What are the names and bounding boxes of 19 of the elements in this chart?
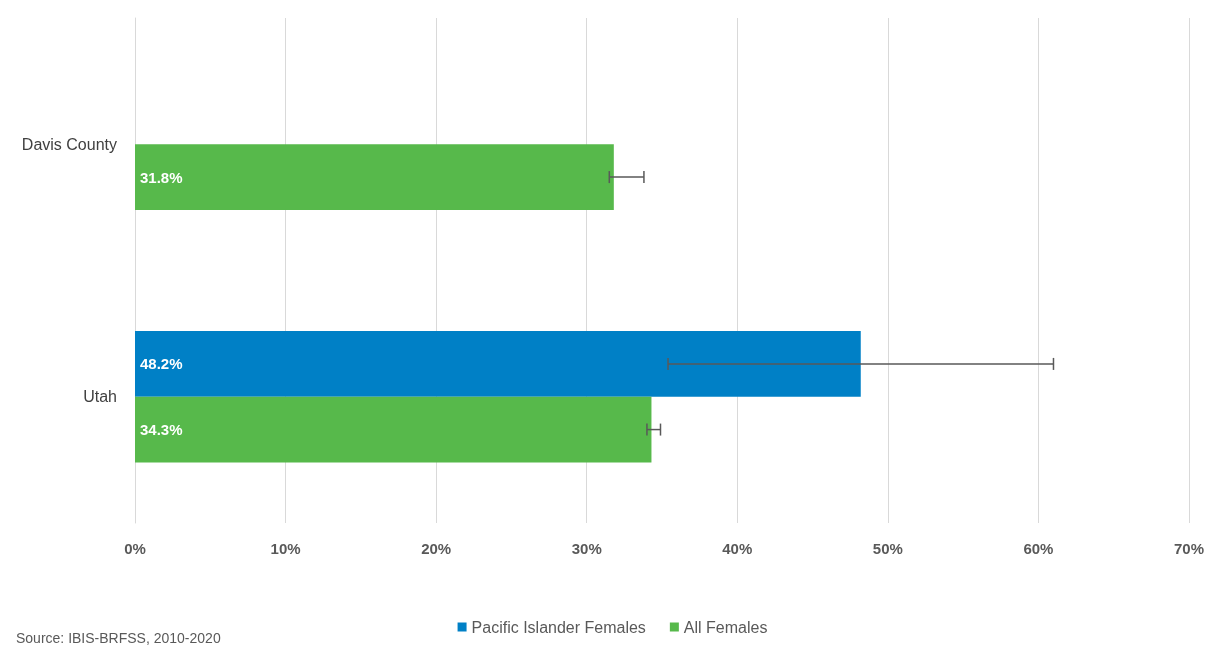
legend-label: Pacific Islander Females xyxy=(471,618,646,636)
source-note: Source: IBIS-BRFSS, 2010-2020 xyxy=(16,630,221,646)
x-tick-label: 40% xyxy=(722,540,753,557)
x-tick-label: 30% xyxy=(571,540,602,557)
y-tick-label: Utah xyxy=(83,388,117,406)
bar xyxy=(135,144,614,210)
x-tick-label: 0% xyxy=(124,540,146,557)
data-label: 34.3% xyxy=(140,421,183,439)
legend-label: All Females xyxy=(683,618,768,636)
x-tick-label: 10% xyxy=(270,540,301,557)
y-tick-label: Davis County xyxy=(21,135,117,153)
data-label: 31.8% xyxy=(140,168,183,186)
bar xyxy=(135,331,861,397)
x-tick-label: 20% xyxy=(421,540,452,557)
x-tick-label: 70% xyxy=(1173,540,1205,557)
data-label: 48.2% xyxy=(140,355,183,373)
x-tick-label: 60% xyxy=(1023,540,1054,557)
x-tick-label: 50% xyxy=(872,540,903,557)
bar xyxy=(135,396,652,463)
